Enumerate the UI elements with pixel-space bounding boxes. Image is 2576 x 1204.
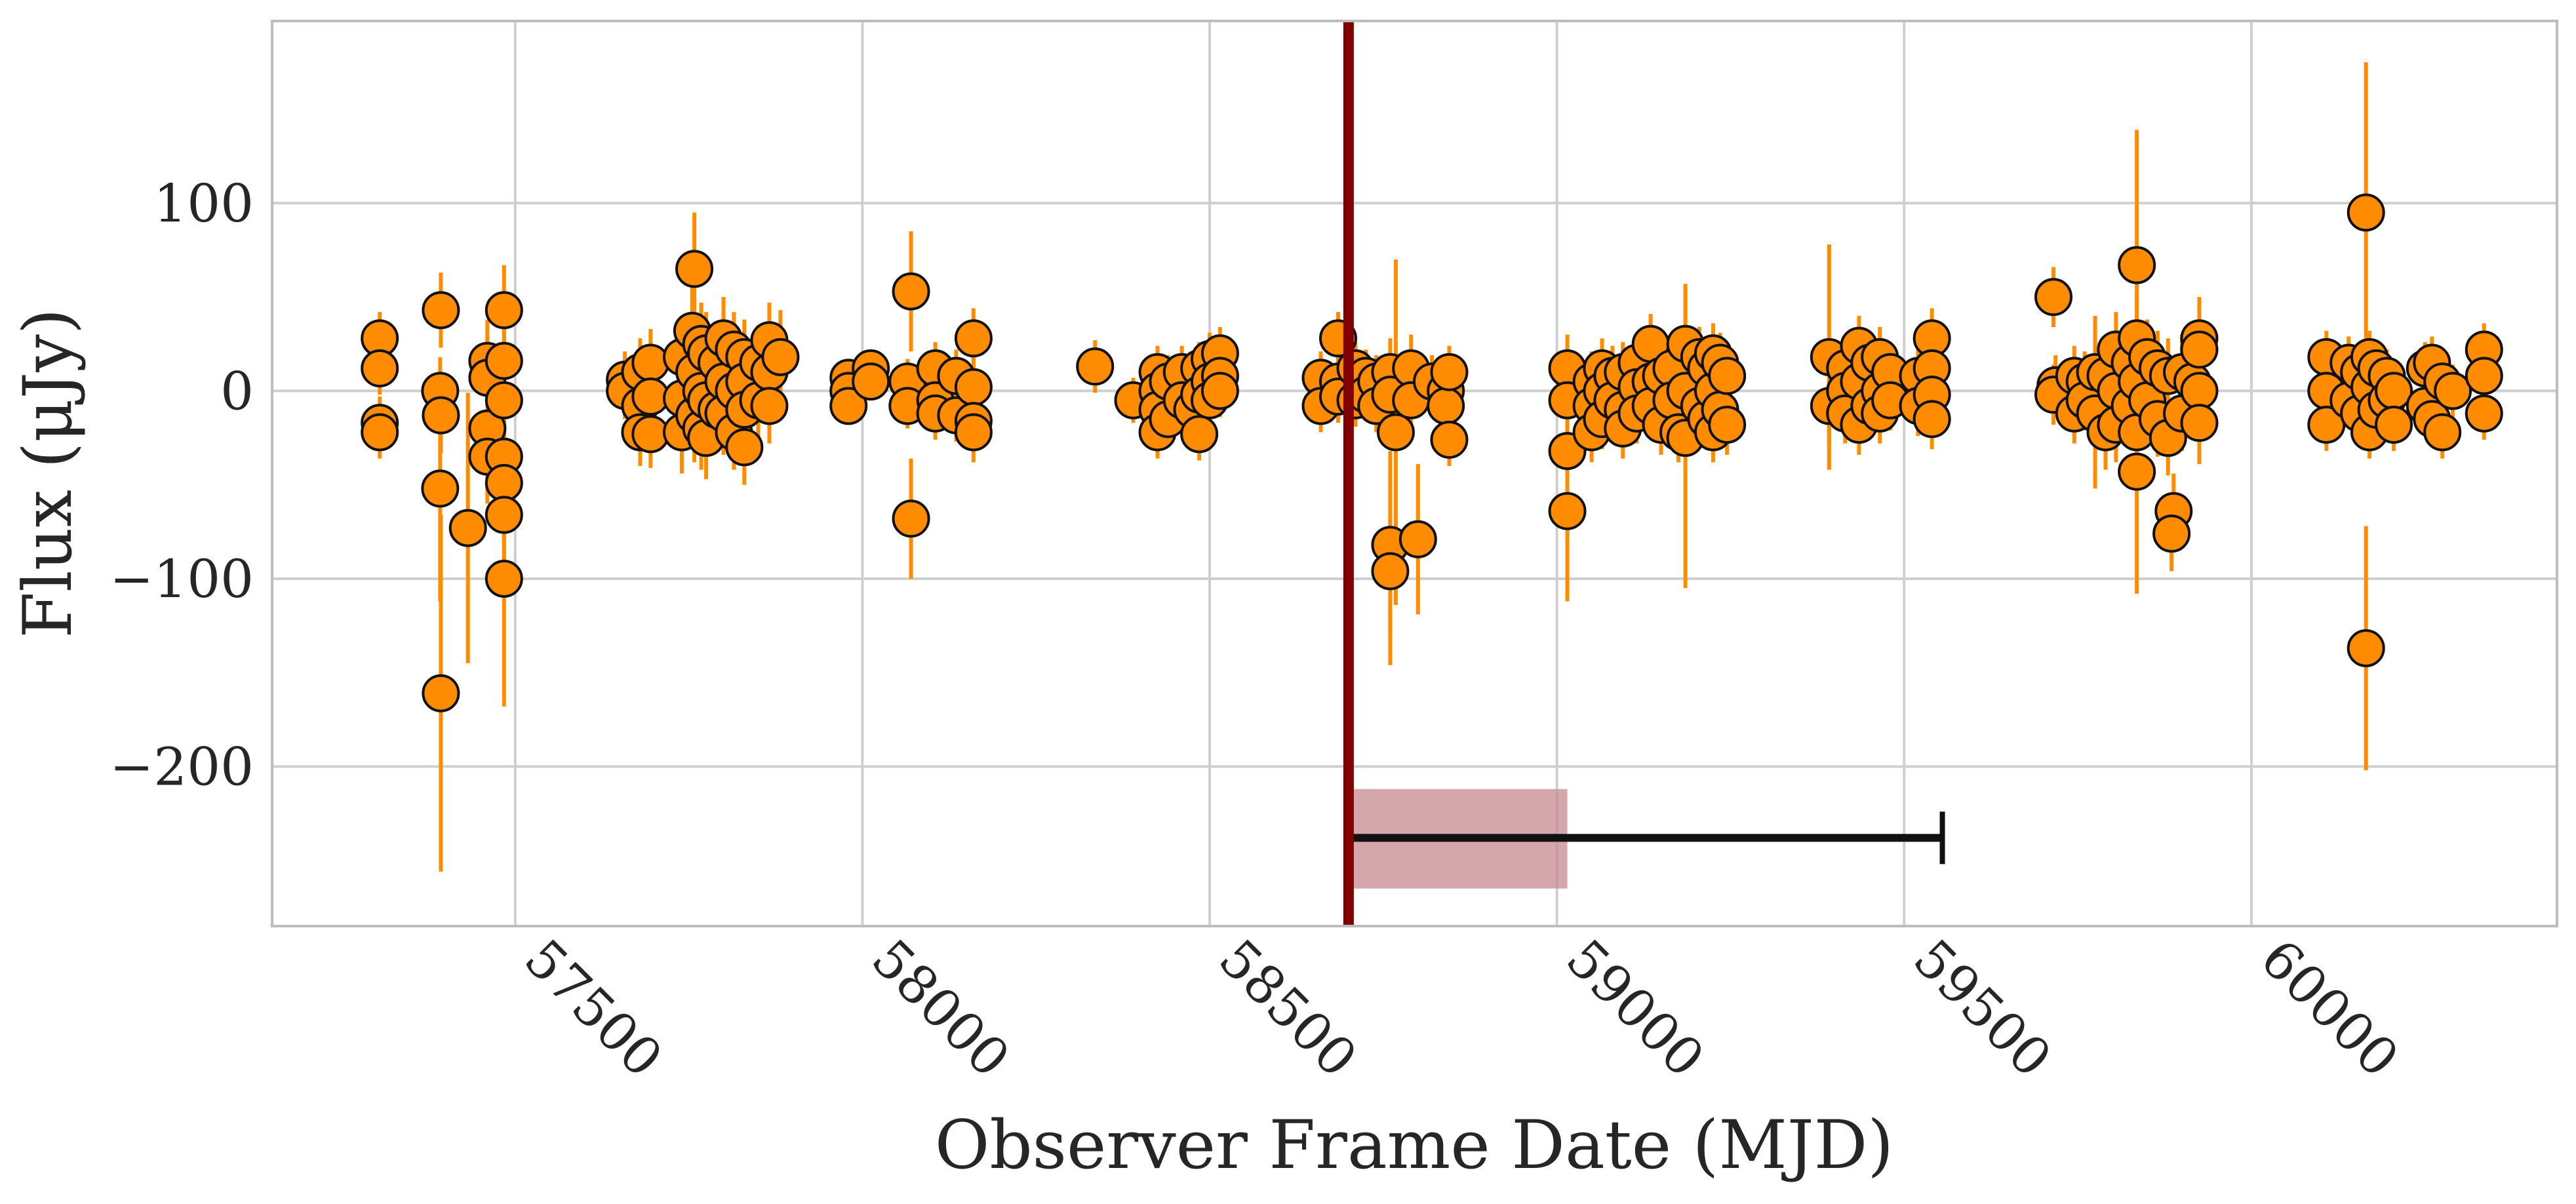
data-point: [1430, 353, 1469, 391]
data-point: [1200, 372, 1239, 410]
data-point: [485, 463, 523, 502]
data-point: [2465, 357, 2503, 395]
data-point: [1371, 552, 1410, 591]
data-point: [852, 362, 890, 401]
data-point: [892, 272, 930, 311]
data-point: [485, 291, 523, 330]
data-point: [1912, 400, 1951, 438]
data-point: [2180, 404, 2219, 442]
data-point: [485, 381, 523, 419]
data-point: [2434, 372, 2472, 410]
annotations: [1343, 21, 1945, 926]
y-axis-label: Flux (μJy): [9, 308, 87, 638]
y-tick-label: −100: [109, 549, 254, 610]
data-point: [361, 349, 399, 388]
data-point: [422, 291, 460, 330]
data-point: [954, 413, 993, 452]
data-point: [1076, 347, 1115, 386]
data-point: [2180, 330, 2219, 369]
data-point: [892, 499, 930, 538]
data-point: [2375, 406, 2413, 444]
data-point: [2180, 372, 2219, 410]
y-tick-label: 100: [153, 173, 254, 234]
data-point: [2465, 394, 2503, 433]
data-point: [1548, 492, 1587, 530]
data-point: [750, 387, 789, 425]
data-point: [1427, 387, 1465, 425]
data-point: [829, 387, 868, 425]
plot-background: [272, 21, 2557, 926]
data-point: [725, 428, 764, 467]
data-point: [422, 396, 460, 435]
data-point: [485, 495, 523, 534]
data-point: [675, 250, 714, 288]
data-point: [2375, 372, 2413, 410]
data-point: [2118, 246, 2156, 284]
data-point: [422, 674, 460, 712]
x-tick-label: 59000: [1555, 928, 1716, 1089]
data-point: [954, 368, 993, 406]
data-points: [361, 193, 2503, 712]
data-point: [485, 341, 523, 380]
data-point: [2118, 452, 2156, 491]
data-point: [448, 509, 487, 547]
x-tick-label: 58000: [860, 928, 1021, 1089]
data-point: [1180, 415, 1219, 454]
data-point: [2347, 629, 2385, 667]
x-tick-label: 59500: [1902, 928, 2063, 1089]
data-point: [1398, 520, 1437, 558]
data-point: [361, 413, 399, 452]
data-point: [954, 319, 993, 358]
data-point: [2034, 278, 2073, 317]
data-point: [1708, 357, 1747, 395]
y-tick-label: −200: [109, 736, 254, 797]
plot-frame: [271, 20, 2558, 927]
data-point: [1430, 420, 1469, 459]
data-point: [2152, 515, 2191, 553]
data-point: [2347, 193, 2385, 232]
x-tick-label: 60000: [2249, 928, 2410, 1089]
data-point: [1708, 406, 1747, 444]
data-point: [761, 338, 800, 376]
data-point: [485, 559, 523, 598]
data-point: [421, 469, 460, 508]
data-point: [631, 343, 670, 382]
x-axis-label: Observer Frame Date (MJD): [935, 1106, 1893, 1184]
y-tick-label: 0: [220, 360, 254, 421]
x-tick-label: 57500: [513, 928, 674, 1089]
x-tick-label: 58500: [1208, 928, 1369, 1089]
data-point: [1376, 413, 1415, 452]
data-point: [2423, 413, 2462, 452]
